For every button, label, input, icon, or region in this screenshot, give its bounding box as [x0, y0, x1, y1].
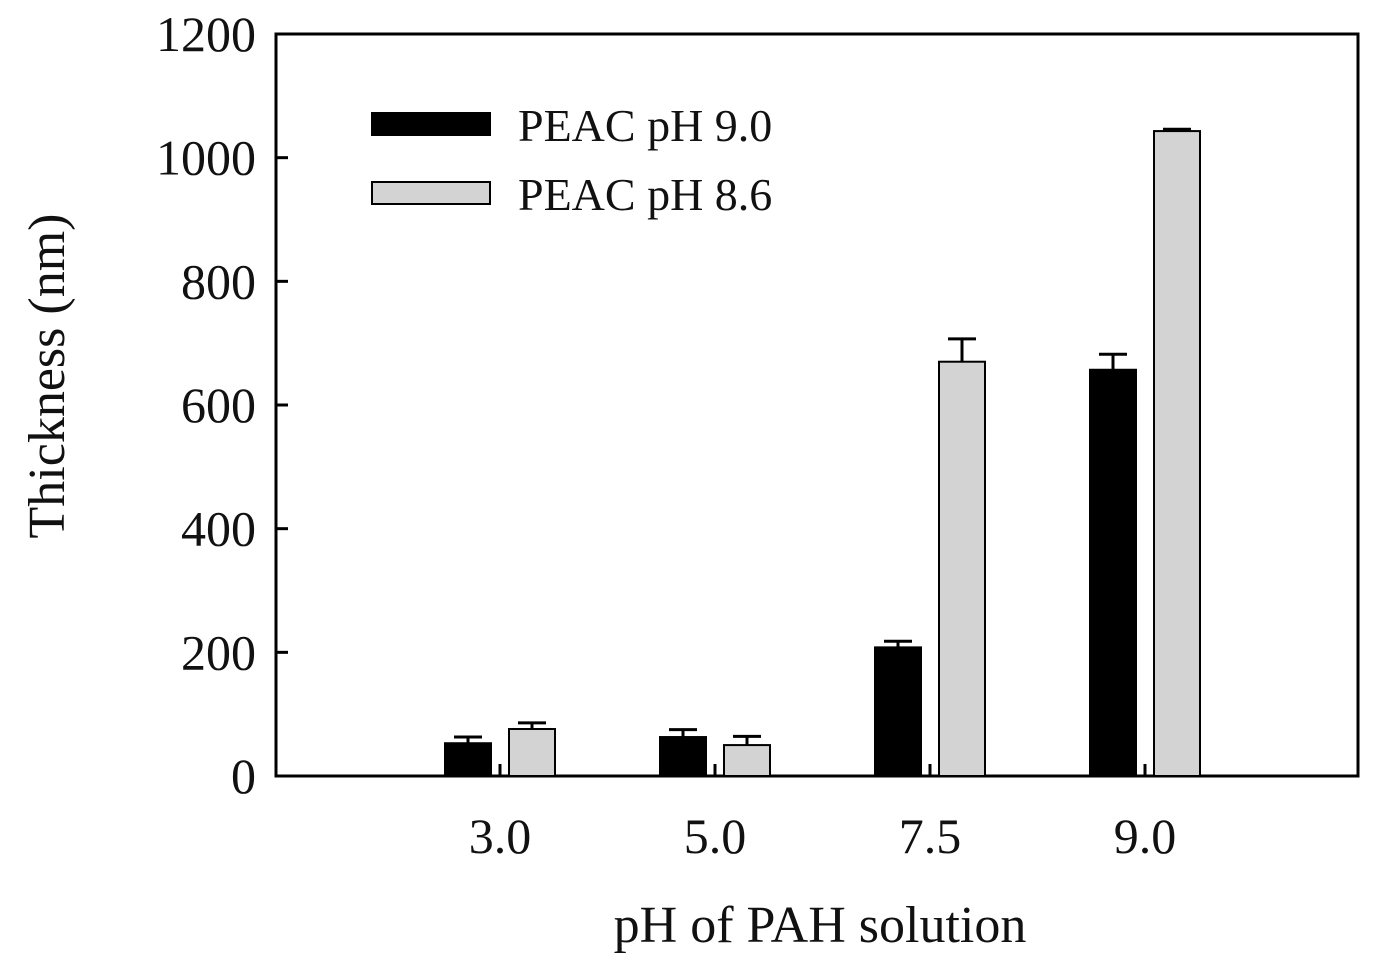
x-axis: 3.0 5.0 7.5 9.0 — [469, 764, 1177, 864]
x-axis-title: pH of PAH solution — [614, 897, 1027, 954]
y-tick-label-1000: 1000 — [156, 130, 256, 186]
y-tick-label-0: 0 — [231, 748, 256, 804]
bar-series1-3.0 — [444, 742, 492, 777]
legend-swatch-series-2 — [371, 181, 491, 205]
x-tick-label-3.0: 3.0 — [469, 808, 532, 864]
bar-series2-9.0 — [1153, 130, 1201, 778]
legend-label-series-2: PEAC pH 8.6 — [518, 169, 772, 220]
y-axis-title: Thickness (nm) — [19, 214, 76, 539]
y-tick-label-600: 600 — [181, 377, 256, 433]
y-tick-label-400: 400 — [181, 501, 256, 557]
y-axis: 0 200 400 600 800 1000 1200 — [156, 6, 288, 804]
bar-series1-5.0 — [659, 736, 707, 777]
bar-series1-9.0 — [1089, 368, 1137, 777]
bar-series2-7.5 — [938, 360, 986, 777]
legend-swatch-series-1 — [371, 112, 491, 136]
x-tick-label-5.0: 5.0 — [684, 808, 747, 864]
y-tick-label-1200: 1200 — [156, 6, 256, 62]
bar-series1-7.5 — [874, 646, 922, 777]
x-tick-label-9.0: 9.0 — [1114, 808, 1177, 864]
bar-series2-3.0 — [508, 728, 556, 777]
bars-layer — [444, 127, 1201, 778]
y-tick-label-800: 800 — [181, 253, 256, 309]
bar-series2-5.0 — [723, 744, 771, 777]
legend-label-series-1: PEAC pH 9.0 — [518, 100, 772, 151]
legend: PEAC pH 9.0 PEAC pH 8.6 — [371, 100, 772, 220]
y-tick-label-200: 200 — [181, 624, 256, 680]
x-tick-label-7.5: 7.5 — [899, 808, 962, 864]
